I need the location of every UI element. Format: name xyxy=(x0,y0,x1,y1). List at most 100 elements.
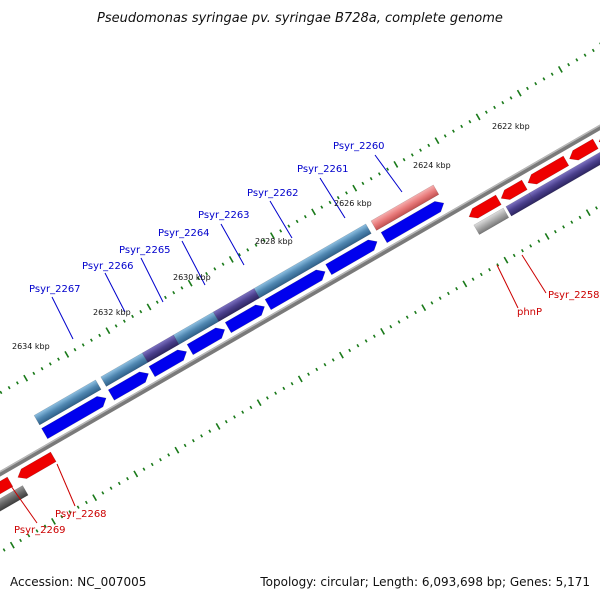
tick-inner-mark xyxy=(503,256,509,264)
page-title: Pseudomonas syringae pv. syringae B728a,… xyxy=(97,11,503,26)
gene-label-psyr-2269[interactable]: Psyr_2269 xyxy=(14,525,66,536)
tick-inner-mark xyxy=(167,453,171,457)
cds-block-phnp[interactable] xyxy=(473,207,510,235)
tick-inner-mark xyxy=(92,494,98,502)
tick-inner-mark xyxy=(126,476,129,481)
scale-label-2622: 2622 kbp xyxy=(492,122,530,131)
tick-outer-mark xyxy=(534,81,538,86)
tick-outer-mark xyxy=(146,303,152,311)
tick-inner-mark xyxy=(356,343,360,348)
tick-inner-mark xyxy=(397,320,401,324)
leader-psyr-2258 xyxy=(521,254,547,294)
tick-outer-mark xyxy=(311,208,317,216)
tick-outer-mark xyxy=(542,77,546,81)
tick-outer-mark xyxy=(328,200,332,205)
tick-inner-mark xyxy=(297,375,303,383)
tick-outer-mark xyxy=(0,390,3,395)
cds-block-psyr-2260[interactable] xyxy=(370,184,440,231)
tick-outer-mark xyxy=(419,148,422,152)
gene-arrow-psyr-2263[interactable] xyxy=(224,301,267,334)
gene-label-psyr-2266[interactable]: Psyr_2266 xyxy=(82,261,134,272)
gene-label-psyr-2262[interactable]: Psyr_2262 xyxy=(247,188,299,199)
tick-inner-mark xyxy=(537,239,541,243)
gene-arrow-psyr-2257[interactable] xyxy=(525,155,570,188)
gene-arrow-psyr-2267[interactable] xyxy=(41,393,109,440)
tick-outer-mark xyxy=(57,357,60,361)
leader-psyr-2265 xyxy=(140,257,164,303)
tick-outer-mark xyxy=(460,124,464,129)
scale-label-2630: 2630 kbp xyxy=(173,273,211,282)
tick-inner-mark xyxy=(117,481,121,486)
tick-inner-mark xyxy=(544,232,550,240)
gene-label-psyr-2264[interactable]: Psyr_2264 xyxy=(158,228,210,239)
tick-inner-mark xyxy=(562,225,566,229)
tick-outer-mark xyxy=(393,160,399,168)
tick-inner-mark xyxy=(2,548,6,552)
gene-arrow-psyr-2265[interactable] xyxy=(148,346,190,378)
tick-inner-mark xyxy=(256,399,262,407)
tick-outer-mark xyxy=(196,276,200,281)
gene-label-psyr-2265[interactable]: Psyr_2265 xyxy=(119,245,171,256)
tick-outer-mark xyxy=(509,96,513,100)
tick-outer-mark xyxy=(172,290,176,295)
tick-inner-mark xyxy=(414,310,417,315)
tick-inner-mark xyxy=(323,362,327,367)
tick-outer-mark xyxy=(32,371,36,376)
tick-inner-mark xyxy=(372,334,376,338)
tick-outer-mark xyxy=(336,195,340,200)
tick-outer-mark xyxy=(484,110,488,114)
scale-label-2632: 2632 kbp xyxy=(93,308,131,317)
accession-text: Accession: NC_007005 xyxy=(10,575,146,589)
tick-inner-mark xyxy=(529,244,533,248)
tick-inner-mark xyxy=(496,263,500,267)
tick-inner-mark xyxy=(19,538,23,543)
gene-arrow-psyr-2260[interactable] xyxy=(380,198,447,244)
tick-outer-mark xyxy=(443,134,447,138)
gene-label-psyr-2260[interactable]: Psyr_2260 xyxy=(333,141,385,152)
tick-inner-mark xyxy=(183,443,187,448)
gene-arrow-psyr-2258[interactable] xyxy=(498,179,528,203)
tick-inner-mark xyxy=(282,386,286,391)
leader-psyr-2263 xyxy=(220,223,245,266)
tick-outer-mark xyxy=(23,374,29,382)
leader-psyr-2269 xyxy=(10,485,38,524)
gene-arrow-psyr-2269[interactable] xyxy=(0,476,14,506)
gene-arrow-psyr-2264[interactable] xyxy=(186,324,228,356)
gene-label-phnp[interactable]: phnP xyxy=(517,307,542,318)
tick-inner-mark xyxy=(578,215,582,220)
tick-inner-mark xyxy=(455,286,459,291)
tick-inner-mark xyxy=(174,446,180,454)
cds-block-psyr-2267[interactable] xyxy=(33,379,102,426)
gene-arrow-phnp[interactable] xyxy=(466,194,502,222)
tick-outer-mark xyxy=(303,214,307,219)
gene-arrow-psyr-2266[interactable] xyxy=(107,368,151,401)
gene-arrow-psyr-2261[interactable] xyxy=(325,236,380,276)
gene-arrow-psyr-2256[interactable] xyxy=(567,138,599,164)
tick-inner-mark xyxy=(215,422,221,430)
tick-outer-mark xyxy=(254,243,258,247)
tick-outer-mark xyxy=(526,86,529,91)
tick-inner-mark xyxy=(9,541,15,549)
tick-inner-mark xyxy=(109,486,113,490)
tick-outer-mark xyxy=(238,252,241,257)
cds-block-psyr-2257[interactable] xyxy=(528,118,600,203)
cds-block-psyr-2262[interactable] xyxy=(253,223,372,299)
gene-arrow-psyr-2268[interactable] xyxy=(15,451,57,482)
tick-inner-mark xyxy=(315,367,319,372)
tick-outer-mark xyxy=(475,113,481,121)
tick-outer-mark xyxy=(213,267,217,271)
tick-inner-mark xyxy=(446,291,450,296)
tick-outer-mark xyxy=(516,89,522,97)
gene-label-psyr-2267[interactable]: Psyr_2267 xyxy=(29,284,81,295)
gene-label-psyr-2268[interactable]: Psyr_2268 xyxy=(55,509,107,520)
tick-inner-mark xyxy=(520,248,524,253)
gene-arrow-psyr-2262[interactable] xyxy=(264,266,328,311)
gene-label-psyr-2261[interactable]: Psyr_2261 xyxy=(297,164,349,175)
gene-label-psyr-2258[interactable]: Psyr_2258 xyxy=(548,290,600,301)
gene-label-psyr-2263[interactable]: Psyr_2263 xyxy=(198,210,250,221)
tick-inner-mark xyxy=(133,470,139,478)
tick-outer-mark xyxy=(345,191,348,195)
tick-inner-mark xyxy=(479,272,483,277)
tick-outer-mark xyxy=(468,119,472,124)
tick-outer-mark xyxy=(131,314,135,319)
